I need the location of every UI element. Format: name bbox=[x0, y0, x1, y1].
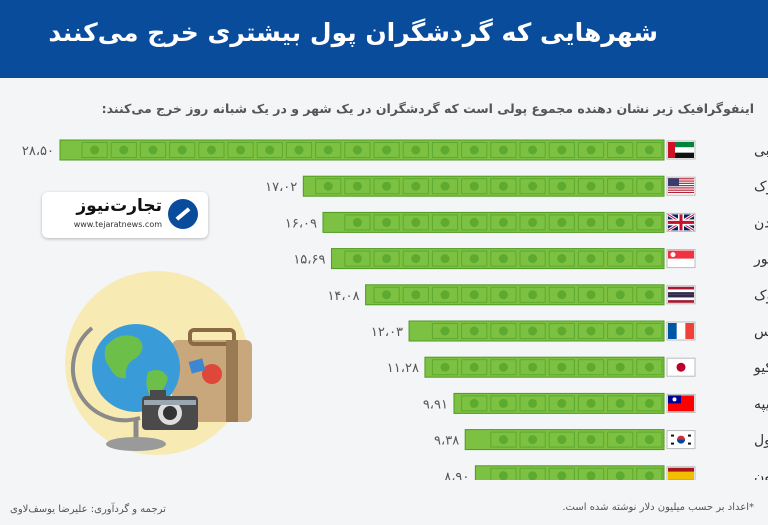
bar-chart: ۲۸،۵۰ دبی ۱۷،۰۲ نیویورک ۱۶،۰۹ لندن ۱۵،۶۹ سنگاپو… bbox=[22, 139, 768, 480]
category-label: نیویورک bbox=[754, 179, 768, 195]
singapore-flag-icon bbox=[666, 249, 696, 269]
spain-flag-icon bbox=[666, 466, 696, 480]
page-title: شهرهایی که گردشگران پول بیشتری خرج می‌کن… bbox=[48, 18, 658, 47]
bar bbox=[330, 248, 665, 270]
category-label: تایپه bbox=[754, 396, 768, 412]
uk-flag-icon bbox=[666, 212, 696, 232]
france-flag-icon bbox=[666, 321, 696, 341]
chart-subtitle: اینفوگرافیک زیر نشان دهنده مجموع پولی اس… bbox=[101, 101, 754, 116]
value-label: ۸،۹۰ bbox=[444, 470, 469, 480]
tejaratnews-logo[interactable]: تجارت‌نیوز www.tejaratnews.com bbox=[42, 192, 208, 238]
value-label: ۱۲،۰۳ bbox=[371, 325, 403, 340]
category-label: بارسلون bbox=[754, 469, 768, 480]
thailand-flag-icon bbox=[666, 285, 696, 305]
bar bbox=[453, 392, 665, 414]
value-label: ۱۵،۶۹ bbox=[293, 253, 325, 268]
bar bbox=[424, 356, 665, 378]
logo-site: www.tejaratnews.com bbox=[73, 220, 162, 229]
bar bbox=[322, 211, 665, 233]
bar bbox=[464, 429, 665, 451]
category-label: دبی bbox=[754, 143, 768, 159]
japan-flag-icon bbox=[666, 357, 696, 377]
bar bbox=[408, 320, 665, 342]
category-label: لندن bbox=[754, 215, 768, 231]
category-label: سئول bbox=[754, 433, 768, 449]
credit-text: ترجمه و گردآوری: علیرضا یوسف‌لاوی bbox=[10, 504, 166, 515]
category-label: توکیو bbox=[753, 360, 768, 376]
bar bbox=[59, 139, 665, 161]
usa-flag-icon bbox=[666, 176, 696, 196]
logo-arrow-icon bbox=[168, 199, 198, 229]
bar bbox=[302, 175, 665, 197]
bar bbox=[365, 284, 665, 306]
value-label: ۲۸،۵۰ bbox=[22, 144, 54, 159]
category-label: پاریس bbox=[754, 324, 768, 340]
category-label: سنگاپور bbox=[753, 251, 768, 268]
value-label: ۹،۹۱ bbox=[423, 397, 448, 412]
value-label: ۱۴،۰۸ bbox=[327, 289, 359, 304]
south-korea-flag-icon bbox=[666, 430, 696, 450]
bar bbox=[474, 465, 665, 480]
value-label: ۱۱،۲۸ bbox=[387, 361, 419, 376]
taiwan-flag-icon bbox=[666, 393, 696, 413]
camera-icon bbox=[142, 390, 198, 430]
value-label: ۱۶،۰۹ bbox=[285, 216, 317, 231]
unit-note: *اعداد بر حسب میلیون دلار نوشته شده است. bbox=[562, 502, 754, 513]
value-label: ۹،۳۸ bbox=[434, 434, 459, 449]
travel-illustration bbox=[65, 271, 252, 455]
header-banner: شهرهایی که گردشگران پول بیشتری خرج می‌کن… bbox=[0, 0, 768, 78]
category-label: بانکوک bbox=[754, 288, 768, 304]
logo-brand: تجارت‌نیوز bbox=[76, 196, 162, 216]
uae-flag-icon bbox=[666, 140, 696, 160]
value-label: ۱۷،۰۲ bbox=[265, 180, 297, 195]
